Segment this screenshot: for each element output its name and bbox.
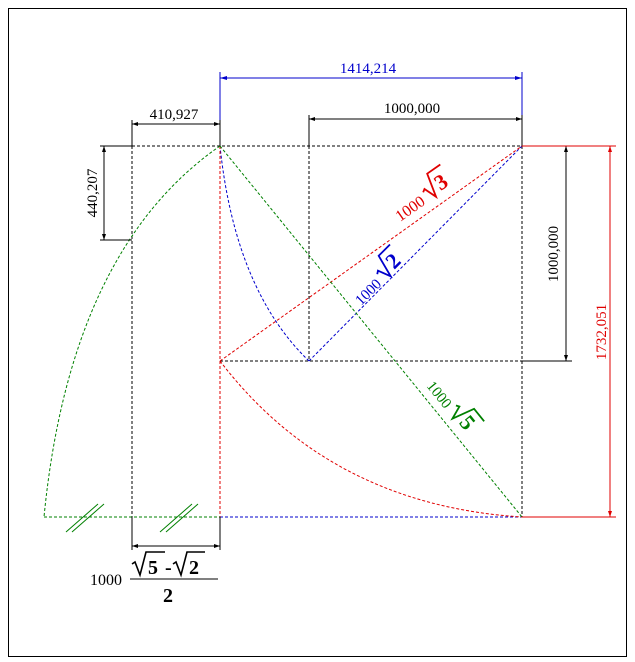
red-geometry [219, 145, 523, 518]
dim-top-square [308, 115, 523, 146]
sqrt5-radicand: 5 [455, 410, 481, 434]
arrow-head [608, 511, 612, 517]
arrow-head [214, 122, 220, 126]
blue-geometry [219, 145, 523, 518]
green-geometry [43, 145, 523, 518]
formula-radicand-b: 2 [189, 557, 199, 579]
arrow-head [564, 146, 568, 152]
arrow-head [608, 146, 612, 152]
dim-label-left-offset: 410,927 [150, 107, 199, 123]
blue-diagonal-sqrt2 [308, 145, 523, 362]
arrow-head [132, 544, 138, 548]
label-sqrt5: 1000 5 [423, 378, 485, 435]
blue-arc [219, 145, 310, 362]
arrow-head [132, 122, 138, 126]
arrow-head [102, 234, 106, 240]
radical-sign [131, 551, 165, 578]
radical-sign [422, 163, 441, 200]
equal-mark [71, 503, 105, 533]
dim-label-top-width: 1414,214 [340, 61, 397, 77]
formula-radicand-a: 5 [148, 557, 158, 579]
radical-sign [450, 404, 485, 422]
red-arc [219, 360, 523, 518]
arrow-head [515, 76, 522, 80]
formula-sqrt5-minus-sqrt2-over-2: 1000 5 - 2 2 [90, 551, 218, 607]
radical-sign [172, 551, 205, 578]
construction-lines [131, 145, 523, 517]
sqrt2-coefficient: 1000 [353, 276, 386, 309]
green-diagonal-sqrt5 [219, 145, 523, 518]
dim-top-width [219, 72, 523, 146]
label-sqrt2: 1000 2 [353, 243, 406, 309]
dim-label-top-square: 1000,000 [384, 101, 440, 117]
formula-coefficient: 1000 [90, 572, 122, 589]
sqrt3-coefficient: 1000 [393, 193, 429, 225]
dim-label-right-square: 1000,000 [546, 226, 562, 282]
dim-left-height [100, 145, 132, 241]
dim-label-left-height: 440,207 [85, 168, 101, 217]
equal-mark [165, 503, 199, 533]
equal-marks [65, 503, 199, 533]
dim-right-total [522, 145, 616, 518]
formula-denominator: 2 [163, 585, 173, 607]
outer-border [8, 8, 627, 657]
sqrt3-radicand: 3 [429, 168, 452, 195]
sqrt2-radicand: 2 [380, 248, 405, 273]
label-sqrt3: 1000 3 [393, 163, 453, 225]
equal-mark [159, 503, 193, 533]
dim-left-offset [131, 120, 221, 146]
red-diagonal-sqrt3 [219, 145, 523, 362]
arrow-head [102, 146, 106, 152]
equal-mark [65, 503, 99, 533]
arrow-head [516, 117, 522, 121]
arrow-head [309, 117, 315, 121]
arrow-head [214, 544, 220, 548]
dim-bottom-diff [131, 517, 221, 550]
arrow-head [220, 76, 227, 80]
dim-label-right-total: 1732,051 [594, 304, 610, 360]
formula-minus: - [165, 557, 172, 579]
radical-sign [376, 243, 393, 279]
sqrt5-coefficient: 1000 [423, 378, 454, 411]
arrow-head [564, 355, 568, 361]
